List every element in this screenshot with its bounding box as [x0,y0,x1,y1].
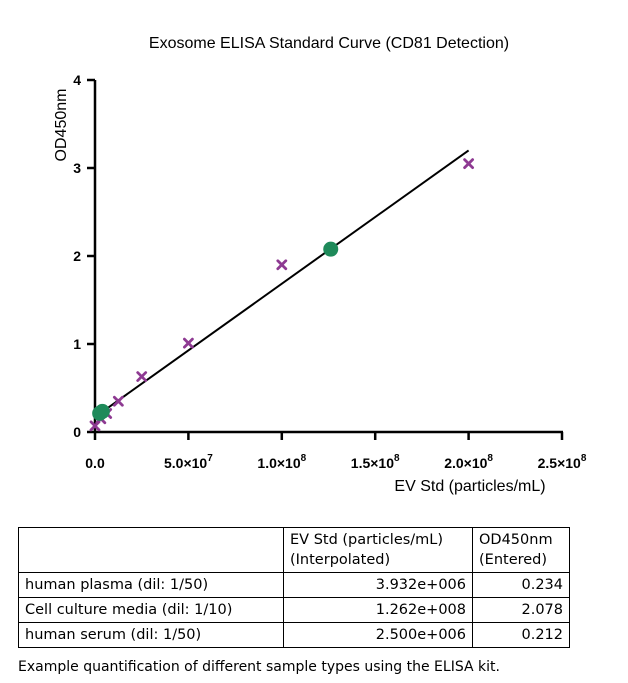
chart-title: Exosome ELISA Standard Curve (CD81 Detec… [149,35,509,52]
standard-point [112,395,124,407]
cell-od: 2.078 [472,597,570,623]
fit-line [94,149,470,418]
cell-sample: human serum (dil: 1/50) [18,622,284,648]
x-tick-exponent: 8 [487,453,493,464]
table-row: human plasma (dil: 1/50) 3.932e+006 0.23… [18,572,570,598]
header-od: OD450nm (Entered) [472,527,570,573]
figure-caption: Example quantification of different samp… [18,659,500,675]
x-axis-ticks: 0.0 5.0×107 1.0×108 1.5×108 2.0×108 2.5×108 [85,432,587,471]
cell-od: 0.234 [472,572,570,598]
y-axis-title: OD450nm [53,89,70,162]
standard-point [463,158,475,170]
fit-line-group [94,149,470,418]
sample-point [323,241,339,257]
table-header-row: EV Std (particles/mL) (Interpolated) OD4… [18,527,570,573]
x-tick-exponent: 8 [394,453,400,464]
x-tick-label: 5.0×107 [164,453,213,471]
table-row: Cell culture media (dil: 1/10) 1.262e+00… [18,597,570,623]
x-tick-label: 2.5×108 [538,453,587,471]
x-tick-label: 1.5×108 [351,453,400,471]
x-tick-exponent: 8 [301,453,307,464]
sample-points [92,241,339,421]
y-tick-label: 2 [73,248,81,264]
header-od-line2: (Entered) [479,552,548,568]
x-tick-label: 2.0×108 [444,453,493,471]
standard-point [276,259,288,271]
header-ev-std: EV Std (particles/mL) (Interpolated) [283,527,473,573]
cell-ev-std: 1.262e+008 [283,597,473,623]
y-tick-label: 1 [73,336,81,352]
x-tick-label: 0.0 [85,455,105,471]
header-od-line1: OD450nm [479,532,553,548]
x-tick-exponent: 7 [207,453,213,464]
header-ev-std-line2: (Interpolated) [290,552,391,568]
y-tick-label: 0 [73,424,81,440]
cell-od: 0.212 [472,622,570,648]
y-tick-label: 4 [73,72,81,88]
header-sample [18,527,284,573]
y-tick-label: 3 [73,160,81,176]
sample-point [92,405,108,421]
x-tick-label: 1.0×108 [257,453,306,471]
axes [93,80,563,434]
header-ev-std-line1: EV Std (particles/mL) [290,532,444,548]
table-row: human serum (dil: 1/50) 2.500e+006 0.212 [18,622,570,648]
standard-point [182,337,194,349]
cell-ev-std: 2.500e+006 [283,622,473,648]
y-axis-ticks: 0 1 2 3 4 [73,72,95,440]
standard-point [136,371,148,382]
standard-curve-chart: Exosome ELISA Standard Curve (CD81 Detec… [53,35,587,495]
cell-ev-std: 3.932e+006 [283,572,473,598]
cell-sample: Cell culture media (dil: 1/10) [18,597,284,623]
cell-sample: human plasma (dil: 1/50) [18,572,284,598]
x-tick-exponent: 8 [581,453,587,464]
x-axis-title: EV Std (particles/mL) [394,478,545,495]
standard-points [89,158,475,432]
results-table: EV Std (particles/mL) (Interpolated) OD4… [18,527,570,648]
